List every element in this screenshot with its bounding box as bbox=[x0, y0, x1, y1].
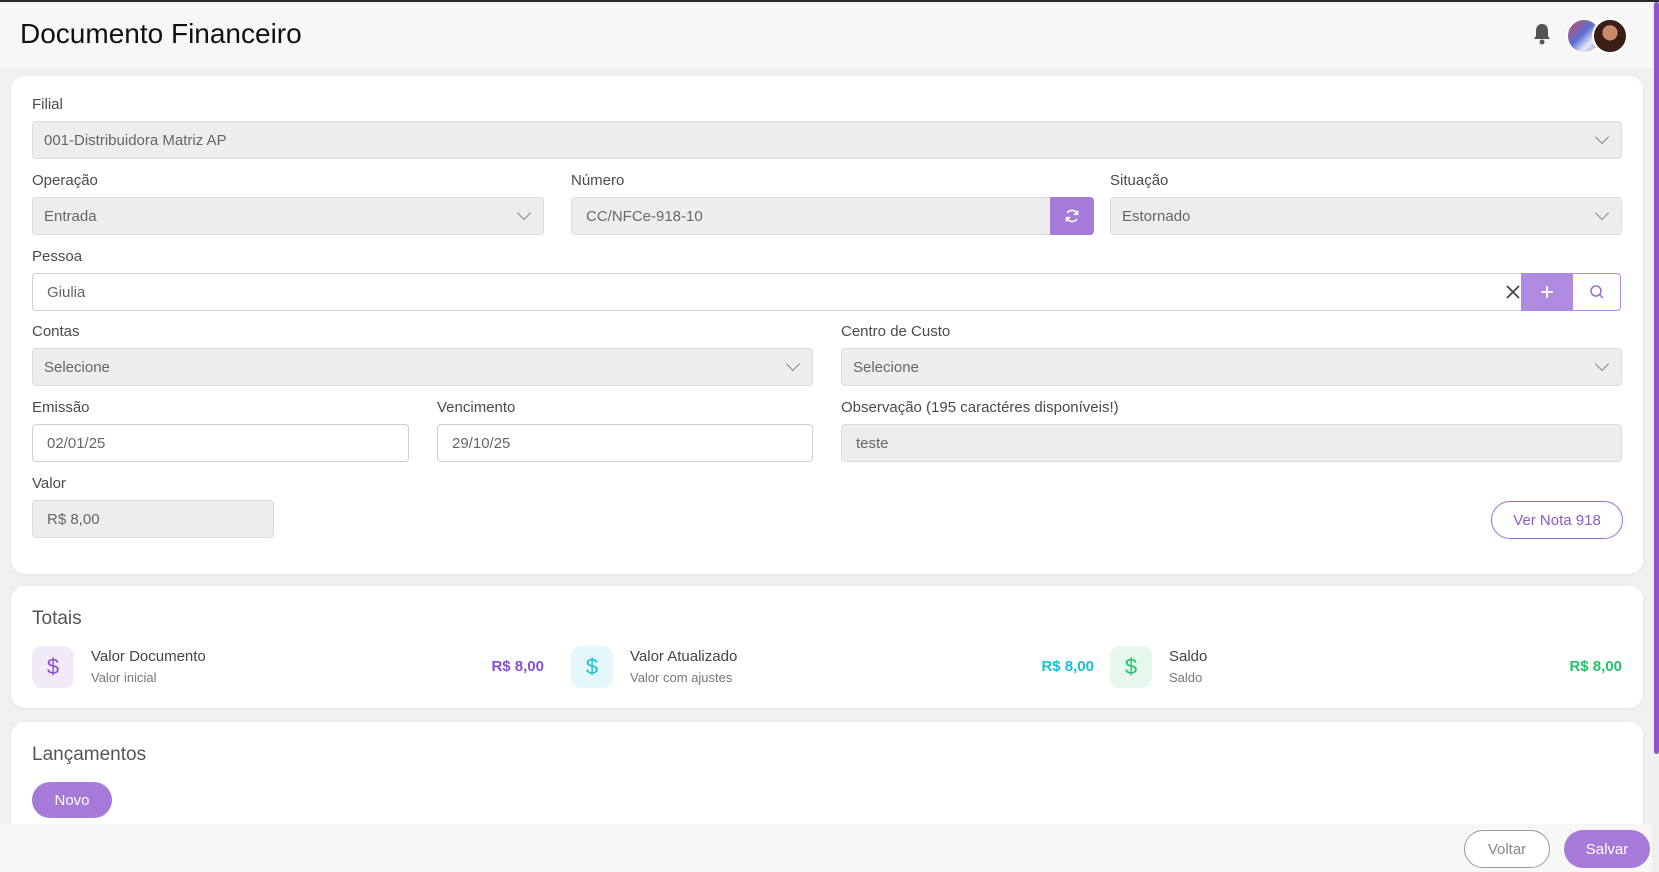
observacao-input[interactable]: teste bbox=[841, 424, 1622, 462]
lancamentos-title: Lançamentos bbox=[32, 744, 147, 765]
filial-select[interactable]: 001-Distribuidora Matriz AP bbox=[32, 121, 1622, 159]
emissao-input[interactable]: 02/01/25 bbox=[32, 424, 409, 462]
vencimento-label: Vencimento bbox=[437, 399, 516, 416]
total-sub: Valor inicial bbox=[91, 670, 157, 685]
centro-custo-select[interactable]: Selecione bbox=[841, 348, 1622, 386]
dollar-icon: $ bbox=[32, 646, 74, 688]
totais-card: Totais $ Valor Documento Valor inicial R… bbox=[11, 586, 1643, 708]
total-name: Valor Atualizado bbox=[630, 648, 738, 665]
centro-custo-label: Centro de Custo bbox=[841, 323, 951, 340]
chevron-down-icon bbox=[516, 205, 532, 221]
search-icon bbox=[1589, 285, 1604, 299]
total-sub: Valor com ajustes bbox=[630, 670, 733, 685]
top-bar: Documento Financeiro bbox=[0, 2, 1652, 68]
form-card: Filial 001-Distribuidora Matriz AP Opera… bbox=[11, 76, 1643, 574]
dollar-icon: $ bbox=[571, 646, 613, 688]
centro-custo-value: Selecione bbox=[853, 358, 919, 376]
plus-icon bbox=[1540, 286, 1553, 298]
total-valor-atualizado: $ Valor Atualizado Valor com ajustes R$ … bbox=[571, 646, 1094, 690]
total-value: R$ 8,00 bbox=[1569, 658, 1622, 675]
operacao-value: Entrada bbox=[44, 207, 97, 225]
filial-label: Filial bbox=[32, 96, 63, 113]
add-pessoa-button[interactable] bbox=[1521, 273, 1572, 311]
numero-label: Número bbox=[571, 172, 625, 189]
avatar[interactable] bbox=[1592, 18, 1628, 54]
total-name: Saldo bbox=[1169, 648, 1208, 665]
chevron-down-icon bbox=[1594, 356, 1610, 372]
pessoa-value: Giulia bbox=[47, 283, 86, 301]
dollar-icon: $ bbox=[1110, 646, 1152, 688]
salvar-button[interactable]: Salvar bbox=[1564, 830, 1650, 868]
pessoa-label: Pessoa bbox=[32, 248, 83, 265]
situacao-select[interactable]: Estornado bbox=[1110, 197, 1622, 235]
novo-button[interactable]: Novo bbox=[32, 782, 112, 818]
chevron-down-icon bbox=[1594, 129, 1610, 145]
contas-label: Contas bbox=[32, 323, 80, 340]
total-name: Valor Documento bbox=[91, 648, 206, 665]
scrollbar-thumb[interactable] bbox=[1654, 2, 1659, 754]
refresh-button[interactable] bbox=[1050, 197, 1094, 235]
total-value: R$ 8,00 bbox=[1041, 658, 1094, 675]
contas-value: Selecione bbox=[44, 358, 110, 376]
search-pessoa-button[interactable] bbox=[1572, 273, 1621, 311]
vencimento-input[interactable]: 29/10/25 bbox=[437, 424, 813, 462]
numero-value: CC/NFCe-918-10 bbox=[586, 207, 703, 225]
bell-icon[interactable] bbox=[1532, 22, 1552, 46]
page-title: Documento Financeiro bbox=[20, 18, 302, 49]
totais-title: Totais bbox=[32, 608, 82, 629]
chevron-down-icon bbox=[785, 356, 801, 372]
operacao-select[interactable]: Entrada bbox=[32, 197, 544, 235]
emissao-value: 02/01/25 bbox=[47, 434, 106, 452]
voltar-button[interactable]: Voltar bbox=[1464, 830, 1550, 868]
close-icon[interactable] bbox=[1503, 282, 1523, 302]
situacao-value: Estornado bbox=[1122, 207, 1191, 225]
valor-value: R$ 8,00 bbox=[47, 510, 100, 528]
numero-field[interactable]: CC/NFCe-918-10 bbox=[571, 197, 1051, 235]
total-value: R$ 8,00 bbox=[491, 658, 544, 675]
chevron-down-icon bbox=[1594, 205, 1610, 221]
total-sub: Saldo bbox=[1169, 670, 1203, 685]
valor-label: Valor bbox=[32, 475, 66, 492]
total-valor-documento: $ Valor Documento Valor inicial R$ 8,00 bbox=[32, 646, 544, 690]
refresh-icon bbox=[1065, 209, 1079, 223]
situacao-label: Situação bbox=[1110, 172, 1169, 189]
observacao-value: teste bbox=[856, 434, 889, 452]
observacao-label: Observação (195 caractéres disponíveis!) bbox=[841, 399, 1119, 416]
ver-nota-button[interactable]: Ver Nota 918 bbox=[1491, 501, 1623, 539]
user-avatar-group[interactable] bbox=[1566, 18, 1628, 54]
filial-value: 001-Distribuidora Matriz AP bbox=[44, 131, 227, 149]
total-saldo: $ Saldo Saldo R$ 8,00 bbox=[1110, 646, 1622, 690]
emissao-label: Emissão bbox=[32, 399, 90, 416]
footer-bar bbox=[0, 824, 1652, 872]
operacao-label: Operação bbox=[32, 172, 98, 189]
vencimento-value: 29/10/25 bbox=[452, 434, 511, 452]
contas-select[interactable]: Selecione bbox=[32, 348, 813, 386]
pessoa-input[interactable]: Giulia bbox=[32, 273, 1522, 311]
valor-input[interactable]: R$ 8,00 bbox=[32, 500, 274, 538]
